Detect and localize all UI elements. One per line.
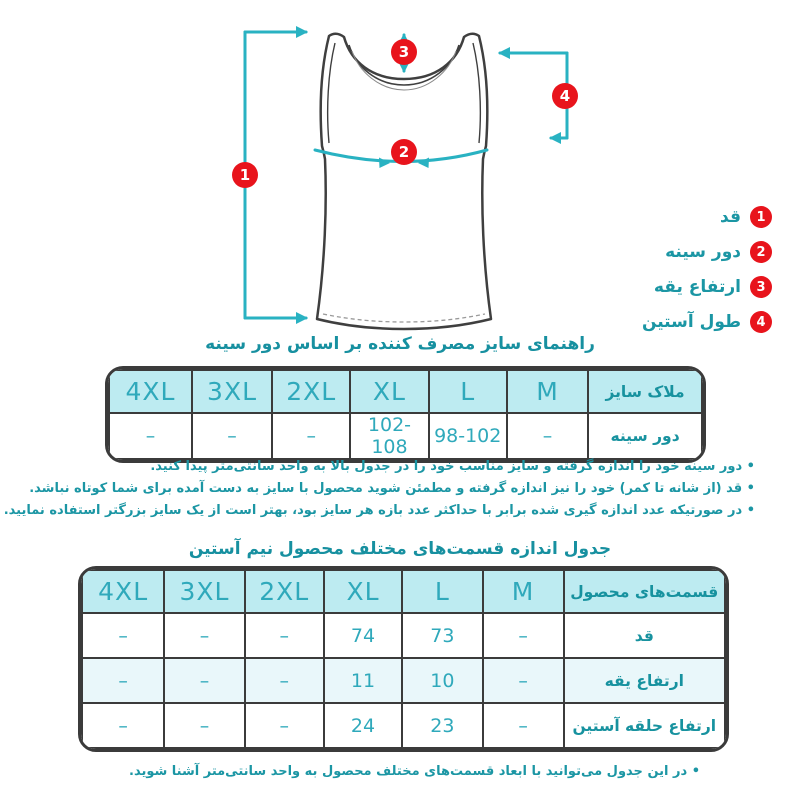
marker-1-number: 1 [239, 165, 251, 184]
length-row-label: قد [562, 612, 726, 659]
col-header-m: M [481, 569, 565, 614]
marker-2-number: 2 [398, 142, 410, 161]
parts-table-note: • در این جدول می‌توانید با ابعاد قسمت‌ها… [129, 764, 700, 779]
cell-length-m: – [481, 612, 565, 659]
size-guide-table: 4XL 3XL 2XL XL L M ملاک سایز – – – 102-1… [105, 366, 706, 463]
col-header-3xl: 3XL [191, 369, 274, 414]
legend-badge: 4 [750, 311, 772, 333]
size-guide-notes: • دور سینه خود را اندازه گرفته و سایز من… [4, 456, 755, 522]
cell-armhole-m: – [481, 702, 565, 749]
col-header-3xl: 3XL [163, 569, 246, 614]
cell-chest-l: 98-102 [427, 412, 508, 460]
col-header-l: L [401, 569, 484, 614]
armhole-row: – – – 24 23 – ارتفاع حلقه آستین [81, 702, 726, 749]
marker-4-badge: 4 [552, 83, 578, 109]
note-line: • در صورتیکه عدد اندازه گیری شده برابر ب… [3, 503, 755, 518]
legend-item-collar: ارتفاع یقه 3 [642, 276, 772, 298]
collar-row-label: ارتفاع یقه [562, 657, 726, 704]
cell-collar-2xl: – [243, 657, 325, 704]
cell-collar-3xl: – [163, 657, 246, 704]
collar-inner-seam [351, 50, 457, 91]
legend-label: قد [720, 207, 741, 227]
size-guide-header-row: 4XL 3XL 2XL XL L M ملاک سایز [108, 369, 703, 414]
cell-length-3xl: – [163, 612, 246, 659]
col-header-4xl: 4XL [81, 569, 166, 614]
cell-length-4xl: – [81, 612, 166, 659]
legend-label: طول آستین [641, 312, 741, 332]
cell-collar-m: – [481, 657, 565, 704]
col-header-xl: XL [349, 369, 430, 414]
marker-3-number: 3 [398, 42, 410, 61]
cell-armhole-xl: 24 [322, 702, 404, 749]
cell-armhole-l: 23 [401, 702, 484, 749]
parts-criterion-header: قسمت‌های محصول [562, 569, 726, 614]
cell-chest-m: – [505, 412, 590, 460]
parts-table: 4XL 3XL 2XL XL L M قسمت‌های محصول – – – … [78, 566, 729, 752]
col-header-m: M [505, 369, 590, 414]
armhole-seam-right [472, 42, 482, 144]
cell-armhole-3xl: – [163, 702, 246, 749]
chest-range-row: – – – 102-108 98-102 – دور سینه [108, 412, 703, 460]
chest-row-label: دور سینه [587, 412, 703, 460]
cell-length-l: 73 [401, 612, 484, 659]
cell-length-xl: 74 [322, 612, 404, 659]
legend-badge: 3 [750, 276, 772, 298]
cell-chest-3xl: – [191, 412, 274, 460]
legend-item-chest: دور سینه 2 [642, 241, 772, 263]
armhole-row-label: ارتفاع حلقه آستین [562, 702, 726, 749]
product-diagram: 1 2 3 4 [0, 0, 800, 345]
length-row: – – – 74 73 – قد [81, 612, 726, 659]
cell-armhole-4xl: – [81, 702, 166, 749]
cell-chest-2xl: – [271, 412, 352, 460]
col-header-2xl: 2XL [243, 569, 325, 614]
legend-label: دور سینه [665, 242, 741, 262]
legend-item-length: قد 1 [642, 206, 772, 228]
marker-3-badge: 3 [391, 39, 417, 65]
marker-2-badge: 2 [391, 139, 417, 165]
marker-4-number: 4 [559, 86, 571, 105]
cell-length-2xl: – [243, 612, 325, 659]
armhole-seam-left [326, 42, 336, 144]
collar-seam [348, 44, 460, 86]
note-line: • قد (از شانه تا کمر) خود را نیز اندازه … [29, 481, 755, 496]
collar-height-row: – – – 11 10 – ارتفاع یقه [81, 657, 726, 704]
legend-badge: 1 [750, 206, 772, 228]
cell-chest-4xl: – [108, 412, 194, 460]
note-line: • دور سینه خود را اندازه گرفته و سایز من… [150, 459, 755, 474]
cell-collar-4xl: – [81, 657, 166, 704]
cell-armhole-2xl: – [243, 702, 325, 749]
legend-label: ارتفاع یقه [653, 277, 741, 297]
tank-top-body [315, 32, 493, 331]
col-header-xl: XL [322, 569, 404, 614]
cell-chest-xl: 102-108 [349, 412, 430, 460]
legend-badge: 2 [750, 241, 772, 263]
parts-header-row: 4XL 3XL 2XL XL L M قسمت‌های محصول [81, 569, 726, 614]
col-header-2xl: 2XL [271, 369, 352, 414]
legend-item-sleeve: طول آستین 4 [642, 311, 772, 333]
marker-1-badge: 1 [232, 162, 258, 188]
size-criterion-header: ملاک سایز [587, 369, 703, 414]
tank-top-illustration [243, 26, 569, 331]
cell-collar-xl: 11 [322, 657, 404, 704]
col-header-4xl: 4XL [108, 369, 194, 414]
cell-collar-l: 10 [401, 657, 484, 704]
parts-table-title: جدول اندازه قسمت‌های مختلف محصول نیم آست… [188, 539, 612, 559]
size-guide-title: راهنمای سایز مصرف کننده بر اساس دور سینه [205, 334, 595, 354]
measurement-legend: قد 1 دور سینه 2 ارتفاع یقه 3 طول آستین 4 [642, 206, 772, 346]
col-header-l: L [427, 369, 508, 414]
